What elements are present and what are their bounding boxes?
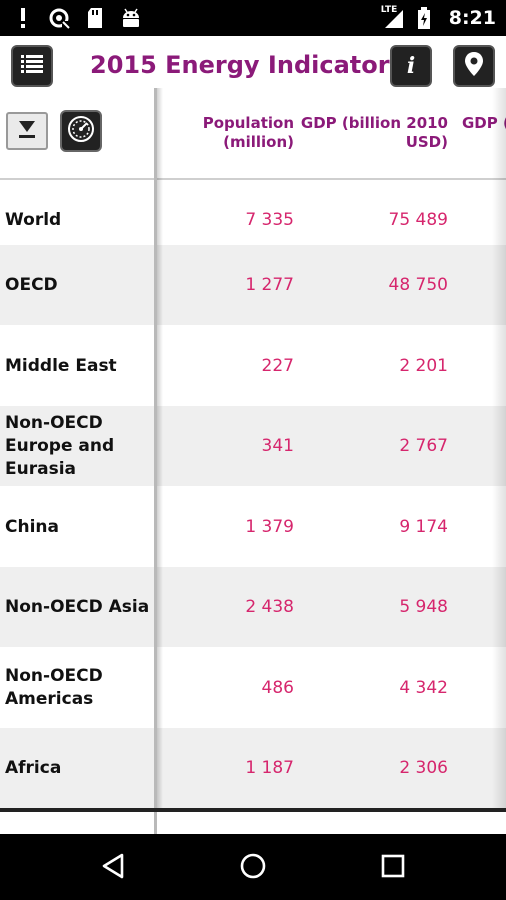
table-bottom-rule [0,808,506,812]
row-gdp: 75 489 [388,210,448,230]
location-button[interactable] [453,45,495,87]
alert-icon [12,7,34,29]
row-gdp: 4 342 [399,678,448,698]
table-row[interactable]: World 7 335 75 489 [0,180,506,260]
column-header-gdp-line1: GDP (billion 2010 [300,114,448,132]
navigation-bar [0,834,506,900]
app-header: 2015 Energy Indicators i [0,36,506,96]
row-gdp: 2 306 [399,758,448,778]
table-row[interactable]: Africa 1 187 2 306 [0,728,506,808]
footer-divider [154,812,157,834]
column-header-population-line1: Population [202,114,294,132]
column-header-population-line2: (million) [223,133,294,151]
table-row[interactable]: Middle East 227 2 201 [0,326,506,406]
row-region: Non-OECD Asia [5,596,150,617]
table-row[interactable]: Non-OECD Europe and Eurasia 341 2 767 [0,406,506,486]
status-right-icons: LTE 8:21 [380,5,496,30]
data-table: World 7 335 75 489 OECD 1 277 48 750 Mid… [0,180,506,810]
gauge-icon [66,114,96,148]
column-header-population[interactable]: Population (million) [170,114,294,152]
row-gdp: 2 767 [399,436,448,456]
recents-button[interactable] [371,846,415,890]
row-gdp: 9 174 [399,517,448,537]
page-title: 2015 Energy Indicators [90,51,404,79]
divider-shadow [157,88,163,810]
row-population: 1 379 [245,517,294,537]
location-pin-icon [464,51,484,81]
menu-button[interactable] [11,45,53,87]
status-bar: LTE 8:21 [0,0,506,36]
table-row[interactable]: China 1 379 9 174 [0,487,506,567]
frozen-column-divider[interactable] [154,88,157,810]
row-region: Non-OECD Europe and Eurasia [5,412,115,479]
gauge-button[interactable] [60,110,102,152]
column-header-gdp-ppp[interactable]: GDP (b [462,114,506,132]
android-icon [120,7,142,29]
signal-icon: LTE [380,5,405,29]
network-type: LTE [380,5,398,15]
row-population: 1 277 [245,275,294,295]
table-row[interactable]: Non-OECD Americas 486 4 342 [0,648,506,728]
table-row[interactable]: Non-OECD Asia 2 438 5 948 [0,567,506,647]
back-icon [100,852,128,884]
table-header: Population (million) GDP (billion 2010 U… [0,96,506,180]
row-region: World [5,209,62,230]
row-gdp: 48 750 [388,275,448,295]
row-region: Middle East [5,355,117,376]
row-population: 2 438 [245,597,294,617]
back-button[interactable] [92,846,136,890]
table-row[interactable]: OECD 1 277 48 750 [0,245,506,325]
row-region: Non-OECD Americas [5,666,103,709]
battery-charging-icon [413,7,435,29]
recents-icon [380,853,406,883]
scroll-edge-shadow [492,88,506,810]
info-button[interactable]: i [390,45,432,87]
column-header-gdp-line2: USD) [405,133,448,151]
row-population: 7 335 [245,210,294,230]
clock: 8:21 [448,7,496,29]
home-button[interactable] [231,846,275,890]
row-region: Africa [5,757,62,778]
table-footer [0,812,506,834]
row-population: 486 [261,678,294,698]
row-gdp: 2 201 [399,356,448,376]
menu-icon [21,54,43,78]
row-region: OECD [5,274,58,295]
row-gdp: 5 948 [399,597,448,617]
status-left-icons [12,6,142,30]
sd-card-icon [84,7,106,29]
home-icon [238,851,268,885]
sync-icon [48,7,70,29]
row-population: 341 [261,436,294,456]
sort-down-icon [16,118,38,144]
row-population: 1 187 [245,758,294,778]
row-population: 227 [261,356,294,376]
row-region: China [5,516,59,537]
info-icon: i [406,53,416,79]
column-header-gdp[interactable]: GDP (billion 2010 USD) [300,114,448,152]
sort-button[interactable] [6,112,48,150]
